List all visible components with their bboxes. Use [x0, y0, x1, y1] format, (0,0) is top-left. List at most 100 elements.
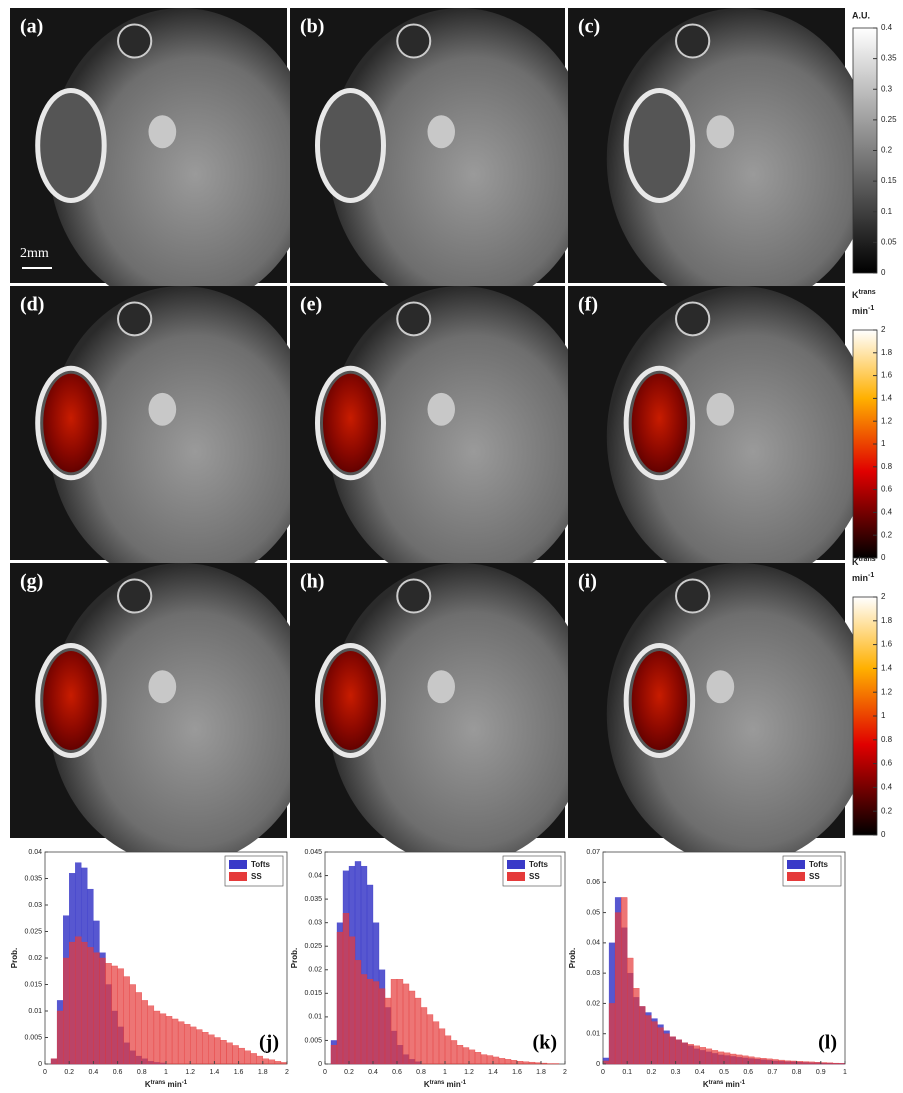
x-tick-label: 0.8	[137, 1069, 147, 1076]
tumor-map	[323, 373, 378, 473]
y-tick-label: 0.03	[28, 902, 42, 909]
legend-swatch	[787, 860, 805, 869]
x-tick-label: 1.4	[488, 1069, 498, 1076]
tissue	[48, 563, 315, 866]
x-label-part: trans	[430, 1080, 445, 1086]
histogram-bar	[171, 1018, 179, 1065]
x-tick-label: 1.6	[234, 1069, 244, 1076]
x-tick-label: 0.9	[816, 1069, 826, 1076]
cavity	[396, 23, 432, 59]
colorbar-tick-label: 1.8	[881, 348, 893, 357]
histogram-bar	[705, 1048, 713, 1065]
x-tick-label: 1	[443, 1069, 447, 1076]
colorbar-tick-label: 1.4	[881, 394, 893, 403]
colorbar-tick-label: 1.2	[881, 416, 893, 425]
x-tick-label: 0.4	[368, 1069, 378, 1076]
y-tick-label: 0.035	[304, 896, 322, 903]
histogram-bar	[123, 976, 130, 1065]
histogram-bar	[135, 992, 142, 1065]
histogram-bar	[420, 1007, 428, 1065]
histogram-bar	[87, 947, 94, 1065]
colorbar-tick-label: 2	[881, 325, 886, 334]
histogram-bar	[274, 1061, 282, 1065]
colorbar-tick-label: 0.2	[881, 530, 893, 539]
x-tick-label: 1.2	[464, 1069, 474, 1076]
y-tick-label: 0.03	[308, 920, 322, 927]
histogram-bar	[105, 963, 112, 1065]
histogram-bar	[522, 1061, 530, 1065]
histogram-bar	[723, 1052, 731, 1065]
x-tick-label: 2	[563, 1069, 567, 1076]
legend-swatch	[229, 860, 247, 869]
mri-panel: (a)	[10, 8, 315, 311]
panel-label: (a)	[20, 16, 43, 38]
histogram-bar	[627, 957, 634, 1065]
tissue	[328, 286, 593, 588]
y-tick-label: 0.06	[586, 879, 600, 886]
panel-label: (f)	[578, 294, 598, 316]
histogram-bar	[250, 1053, 257, 1065]
histogram-bar	[534, 1062, 542, 1065]
y-tick-label: 0.025	[24, 928, 42, 935]
panel-label: (g)	[20, 571, 43, 593]
scale-bar-label: 2mm	[20, 246, 49, 261]
blob	[148, 670, 177, 704]
tissue	[48, 286, 315, 588]
title-part: -1	[868, 305, 874, 312]
histogram-bar	[141, 1000, 149, 1065]
histogram-bar	[754, 1057, 761, 1065]
colorbar-title: min-1	[852, 305, 874, 317]
tissue	[48, 8, 315, 311]
histogram-bar	[742, 1055, 749, 1065]
histogram-bar	[360, 974, 368, 1065]
histogram-bar	[820, 1062, 827, 1065]
histogram-bar	[540, 1062, 548, 1065]
cavity	[675, 301, 711, 337]
x-tick-label: 1.6	[512, 1069, 522, 1076]
colorbar-title: Ktrans	[852, 556, 876, 568]
histogram-bar	[784, 1060, 791, 1065]
tumor-map	[631, 373, 688, 473]
tissue	[328, 563, 593, 866]
colorbar-tick-label: 1	[881, 439, 886, 448]
histogram-bar	[456, 1045, 464, 1065]
x-label-part: K	[703, 1080, 709, 1089]
histogram-bar	[735, 1054, 743, 1065]
histogram-bar	[510, 1060, 518, 1065]
x-tick-label: 0.7	[768, 1069, 778, 1076]
panel-label: (j)	[259, 1032, 279, 1054]
histogram-bar	[796, 1061, 803, 1065]
histogram-bar	[147, 1005, 155, 1065]
histogram-bar	[729, 1053, 737, 1065]
y-axis-label: Prob.	[10, 948, 19, 968]
histogram-bar	[450, 1040, 458, 1065]
histogram-bar	[444, 1035, 452, 1065]
blob	[427, 115, 455, 149]
histogram-bar	[651, 1021, 658, 1065]
x-label-part: K	[145, 1080, 151, 1089]
histogram-bar	[408, 990, 416, 1065]
blob	[706, 670, 735, 704]
histogram-bar	[69, 941, 76, 1065]
x-tick-label: 0.2	[647, 1069, 657, 1076]
histogram-bar	[663, 1033, 670, 1065]
mri-panel: (c)	[568, 8, 873, 311]
colorbar-tick-label: 1	[881, 711, 886, 720]
histogram-bar	[486, 1055, 494, 1065]
legend-swatch	[229, 872, 247, 881]
x-tick-label: 1.4	[210, 1069, 220, 1076]
histogram-bar	[687, 1044, 694, 1065]
y-tick-label: 0.005	[304, 1037, 322, 1044]
histogram-bar	[190, 1026, 197, 1065]
mri-panel: (g)	[10, 563, 315, 866]
legend-swatch	[787, 872, 805, 881]
panel-label: (k)	[533, 1032, 557, 1054]
panel-label: (d)	[20, 294, 44, 316]
colorbar-tick-label: 0.8	[881, 735, 893, 744]
tissue	[328, 8, 593, 311]
histogram-bar	[426, 1014, 434, 1065]
histogram-bar	[238, 1047, 245, 1065]
cavity	[117, 578, 153, 614]
panel-label: (i)	[578, 571, 597, 593]
